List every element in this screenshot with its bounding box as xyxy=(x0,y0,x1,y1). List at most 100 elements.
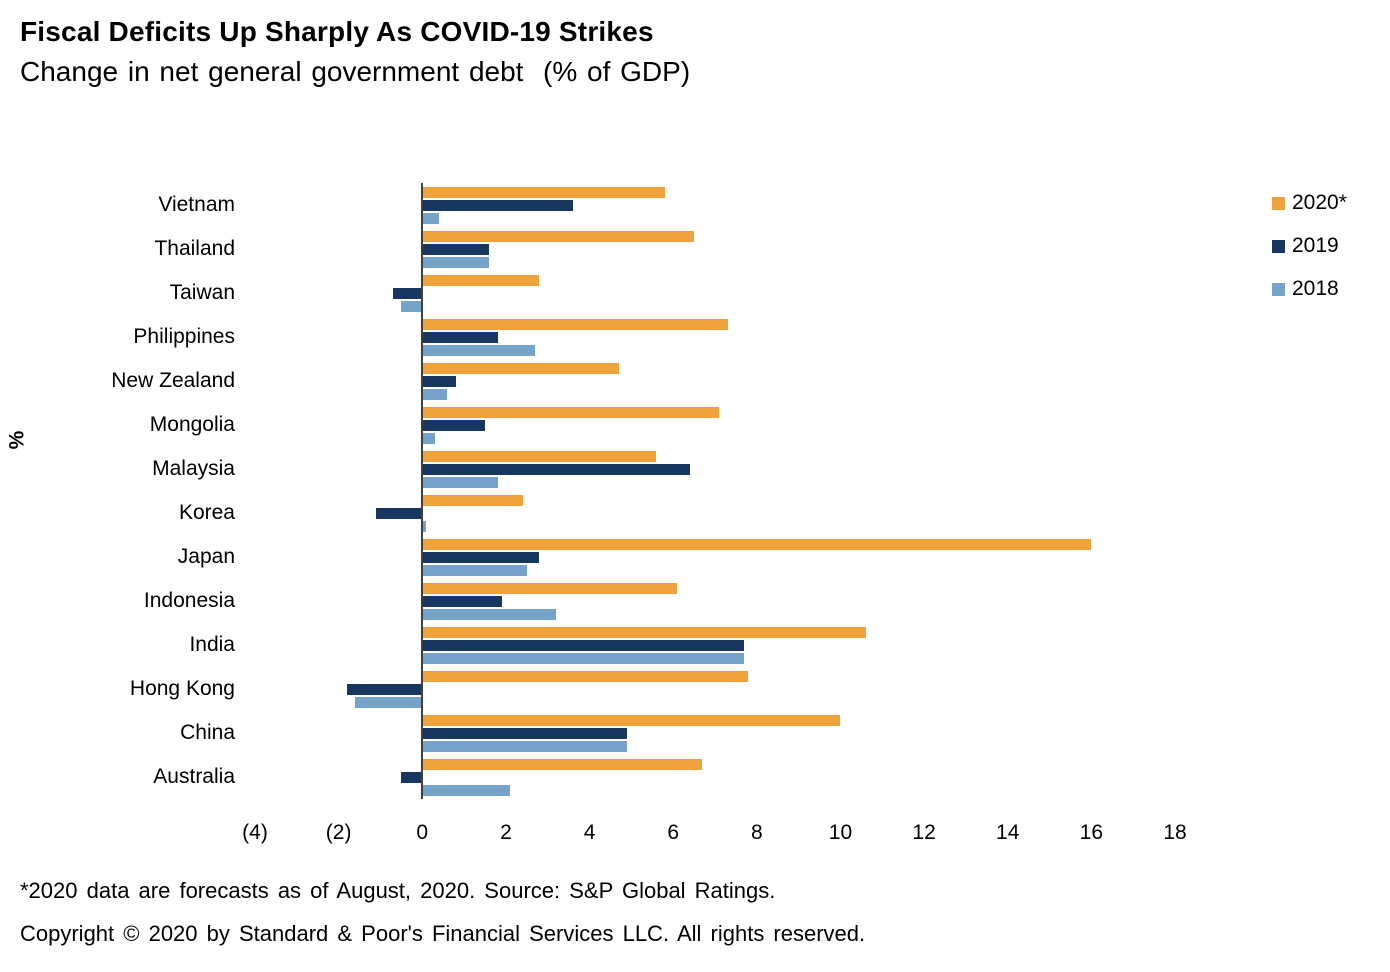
category-row-vietnam: Vietnam xyxy=(0,183,1175,227)
x-tick-label: (2) xyxy=(325,821,352,844)
bar-2020-korea xyxy=(422,494,523,506)
legend-swatch-icon xyxy=(1272,239,1285,253)
category-label: Taiwan xyxy=(169,281,235,304)
bar-2018-new-zealand xyxy=(422,388,448,400)
bar-2018-mongolia xyxy=(422,432,435,444)
legend-label: 2018 xyxy=(1292,277,1339,300)
bar-2019-indonesia xyxy=(422,595,502,607)
bar-2019-vietnam xyxy=(422,199,573,211)
bar-2019-hong-kong xyxy=(347,683,423,695)
category-label: China xyxy=(180,721,235,744)
chart-subtitle: Change in net general government debt (%… xyxy=(20,56,691,87)
bar-2018-korea xyxy=(422,520,427,532)
bars-group xyxy=(255,667,1175,711)
bars-group xyxy=(255,227,1175,271)
category-label: Australia xyxy=(153,765,235,788)
bar-2018-thailand xyxy=(422,256,490,268)
bar-2019-australia xyxy=(401,771,423,783)
category-row-thailand: Thailand xyxy=(0,227,1175,271)
x-tick-label: 0 xyxy=(416,821,429,844)
bar-2020-hong-kong xyxy=(422,670,749,682)
legend-label: 2020* xyxy=(1292,191,1347,214)
category-row-india: India xyxy=(0,623,1175,667)
chart-title: Fiscal Deficits Up Sharply As COVID-19 S… xyxy=(20,16,654,47)
category-label: Malaysia xyxy=(152,457,235,480)
category-row-indonesia: Indonesia xyxy=(0,579,1175,623)
category-row-malaysia: Malaysia xyxy=(0,447,1175,491)
x-tick-label: 8 xyxy=(750,821,763,844)
x-tick-label: 6 xyxy=(667,821,680,844)
bar-2018-philippines xyxy=(422,344,536,356)
category-row-australia: Australia xyxy=(0,755,1175,799)
x-tick-label: 14 xyxy=(996,821,1020,844)
legend-label: 2019 xyxy=(1292,234,1339,257)
bars-group xyxy=(255,315,1175,359)
bar-2019-new-zealand xyxy=(422,375,456,387)
x-tick-label: 12 xyxy=(912,821,936,844)
bar-2018-malaysia xyxy=(422,476,498,488)
legend-swatch-icon xyxy=(1272,196,1285,210)
legend: 2020* 2019 2018 xyxy=(1272,190,1347,319)
category-row-japan: Japan xyxy=(0,535,1175,579)
bar-2020-malaysia xyxy=(422,450,657,462)
bar-2018-taiwan xyxy=(401,300,423,312)
category-label: New Zealand xyxy=(111,369,235,392)
category-label: Hong Kong xyxy=(129,677,235,700)
x-tick-label: 16 xyxy=(1079,821,1104,844)
category-row-taiwan: Taiwan xyxy=(0,271,1175,315)
bar-2020-philippines xyxy=(422,318,728,330)
bars-group xyxy=(255,447,1175,491)
bar-2018-japan xyxy=(422,564,527,576)
x-tick-label: 10 xyxy=(828,821,853,844)
legend-swatch-icon xyxy=(1272,282,1285,296)
bar-2020-new-zealand xyxy=(422,362,619,374)
category-label: India xyxy=(189,633,235,656)
category-label: Thailand xyxy=(154,237,235,260)
bar-2020-taiwan xyxy=(422,274,540,286)
bar-2020-indonesia xyxy=(422,582,678,594)
bar-2018-indonesia xyxy=(422,608,557,620)
footnotes: *2020 data are forecasts as of August, 2… xyxy=(20,878,865,964)
footnote-copyright: Copyright © 2020 by Standard & Poor's Fi… xyxy=(20,921,866,946)
x-tick-label: 18 xyxy=(1163,821,1187,844)
x-axis: (4) (2) 0 2 4 6 8 10 12 14 16 18 xyxy=(242,809,1187,844)
bars-group xyxy=(255,579,1175,623)
category-row-mongolia: Mongolia xyxy=(0,403,1175,447)
bar-2018-australia xyxy=(422,784,511,796)
bar-2020-india xyxy=(422,626,866,638)
bar-2019-malaysia xyxy=(422,463,690,475)
footnote-source: *2020 data are forecasts as of August, 2… xyxy=(20,878,776,903)
category-row-korea: Korea xyxy=(0,491,1175,535)
category-row-new-zealand: New Zealand xyxy=(0,359,1175,403)
bars-group xyxy=(255,271,1175,315)
bar-2018-hong-kong xyxy=(355,696,423,708)
zero-axis-line xyxy=(421,183,424,799)
category-label: Japan xyxy=(177,545,235,568)
category-row-china: China xyxy=(0,711,1175,755)
bar-2018-china xyxy=(422,740,628,752)
bars-group xyxy=(255,623,1175,667)
legend-item-2020: 2020* xyxy=(1272,190,1347,216)
chart-header: Fiscal Deficits Up Sharply As COVID-19 S… xyxy=(20,16,690,88)
bar-2019-mongolia xyxy=(422,419,485,431)
bar-2019-india xyxy=(422,639,745,651)
bars-group xyxy=(255,491,1175,535)
bar-2019-thailand xyxy=(422,243,490,255)
bar-2019-japan xyxy=(422,551,540,563)
bar-2019-korea xyxy=(376,507,423,519)
bars-group xyxy=(255,535,1175,579)
bar-2019-china xyxy=(422,727,628,739)
bars-group xyxy=(255,183,1175,227)
bar-2020-australia xyxy=(422,758,703,770)
bar-2019-taiwan xyxy=(393,287,423,299)
x-tick-label: 4 xyxy=(583,821,596,844)
bar-2020-japan xyxy=(422,538,1092,550)
bars-group xyxy=(255,403,1175,447)
category-label: Indonesia xyxy=(143,589,235,612)
plot-area: Vietnam Thailand Taiwan Philippines New Zeal… xyxy=(0,183,1175,799)
category-label: Vietnam xyxy=(158,193,235,216)
category-label: Mongolia xyxy=(149,413,235,436)
bar-2020-mongolia xyxy=(422,406,720,418)
bars-group xyxy=(255,755,1175,799)
